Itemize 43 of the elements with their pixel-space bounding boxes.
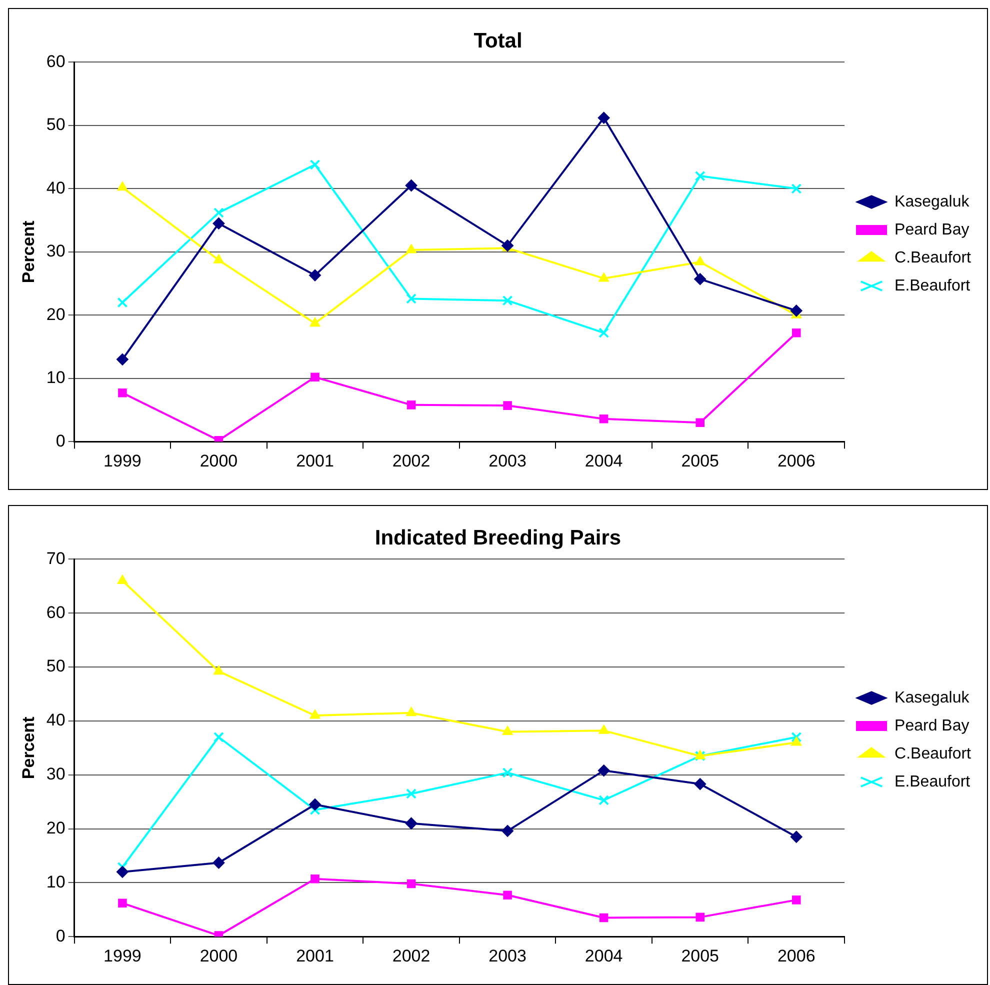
y-tick-label: 30 (46, 764, 66, 784)
x-tick-label: 2004 (584, 451, 623, 470)
y-tick-label: 50 (46, 115, 66, 134)
x-tick-label: 2006 (777, 451, 816, 470)
x-tick-label: 2004 (584, 946, 623, 966)
x-tick-label: 2005 (681, 451, 720, 470)
legend-label: E.Beaufort (894, 277, 971, 294)
y-tick-label: 40 (46, 178, 66, 198)
x-tick-label: 2003 (488, 946, 526, 966)
x-tick-label: 2003 (488, 451, 526, 470)
legend-label: Peard Bay (894, 717, 970, 734)
x-tick-label: 2001 (296, 946, 334, 966)
legend-label: C.Beaufort (894, 745, 972, 762)
y-tick-label: 60 (46, 52, 66, 71)
legend-label: C.Beaufort (894, 249, 972, 266)
x-tick-label: 2005 (681, 946, 720, 966)
y-tick-label: 20 (46, 818, 66, 838)
y-tick-label: 0 (56, 431, 66, 450)
y-axis-title: Percent (18, 220, 38, 284)
x-tick-label: 2000 (200, 451, 238, 470)
y-tick-label: 60 (46, 602, 66, 622)
x-tick-label: 2006 (777, 946, 816, 966)
x-tick-label: 2000 (200, 946, 238, 966)
y-tick-label: 40 (46, 710, 66, 730)
y-axis-title: Percent (18, 716, 38, 780)
chart-title: Indicated Breeding Pairs (374, 526, 622, 550)
y-tick-label: 10 (46, 872, 66, 892)
x-tick-label: 2001 (296, 451, 334, 470)
x-tick-label: 2002 (392, 451, 430, 470)
y-tick-label: 0 (56, 926, 66, 946)
y-tick-label: 20 (46, 304, 66, 324)
y-tick-label: 50 (46, 656, 66, 676)
x-tick-label: 1999 (104, 946, 142, 966)
y-tick-label: 70 (46, 548, 66, 568)
x-tick-label: 2002 (392, 946, 430, 966)
chart-title: Total (474, 29, 522, 52)
legend-label: Peard Bay (894, 221, 970, 238)
x-tick-label: 1999 (104, 451, 142, 470)
legend-label: Kasegaluk (894, 689, 970, 706)
y-tick-label: 30 (46, 242, 66, 261)
legend-label: Kasegaluk (894, 193, 970, 210)
y-tick-label: 10 (46, 368, 66, 388)
legend-label: E.Beaufort (894, 773, 971, 790)
